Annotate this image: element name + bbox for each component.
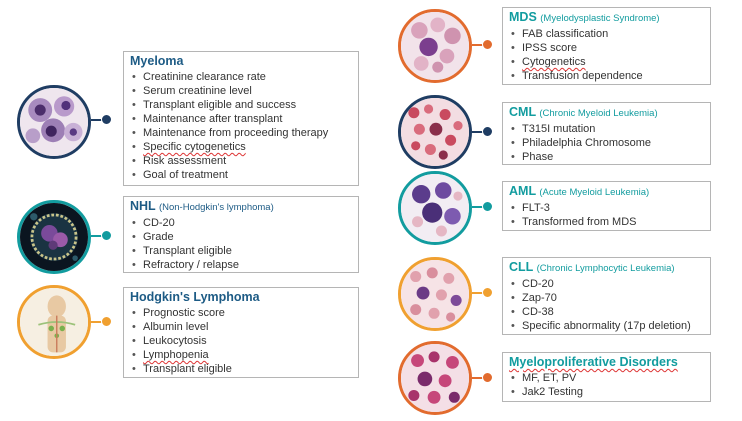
nhl-subtitle: (Non-Hodgkin's lymphoma) xyxy=(158,202,274,213)
nhl-title-text: NHL xyxy=(130,199,156,213)
nhl-title: NHL (Non-Hodgkin's lymphoma) xyxy=(130,199,352,215)
cll-box: CLL (Chronic Lymphocytic Leukemia) CD-20… xyxy=(502,257,711,335)
aml-title-text: AML xyxy=(509,184,536,198)
mpd-cell-image xyxy=(398,341,472,415)
nhl-node-dot xyxy=(101,230,112,241)
cml-subtitle: (Chronic Myeloid Leukemia) xyxy=(539,108,658,119)
myeloma-cell-image xyxy=(17,85,91,159)
list-item: Risk assessment xyxy=(130,154,352,168)
mpd-box: Myeloproliferative Disorders MF, ET, PV … xyxy=(502,352,711,402)
cml-node-dot xyxy=(482,126,493,137)
list-item: Creatinine clearance rate xyxy=(130,70,352,84)
mpd-connector xyxy=(472,377,490,379)
list-item: Maintenance after transplant xyxy=(130,112,352,126)
aml-title: AML (Acute Myeloid Leukemia) xyxy=(509,184,704,200)
list-item: Transplant eligible xyxy=(130,244,352,258)
mpd-title: Myeloproliferative Disorders xyxy=(509,355,678,369)
nhl-connector xyxy=(91,235,108,237)
list-item: Transplant eligible and success xyxy=(130,98,352,112)
hodgkins-title: Hodgkin's Lymphoma xyxy=(130,290,260,304)
list-item: Maintenance from proceeding therapy xyxy=(130,126,352,140)
hodgkins-list: Prognostic score Albumin level Leukocyto… xyxy=(130,306,352,376)
list-item: Zap-70 xyxy=(509,291,704,305)
mds-title: MDS (Myelodysplastic Syndrome) xyxy=(509,10,704,26)
list-item: FLT-3 xyxy=(509,201,704,215)
myeloma-connector xyxy=(91,119,108,121)
myeloma-list: Creatinine clearance rate Serum creatini… xyxy=(130,70,352,182)
aml-node-dot xyxy=(482,201,493,212)
aml-cell-image xyxy=(398,171,472,245)
list-item: Transfusion dependence xyxy=(509,69,704,83)
cml-connector xyxy=(472,131,490,133)
cll-subtitle: (Chronic Lymphocytic Leukemia) xyxy=(536,263,675,274)
cml-box: CML (Chronic Myeloid Leukemia) T315I mut… xyxy=(502,102,711,165)
hodgkins-anatomy-image xyxy=(17,285,91,359)
list-item: CD-20 xyxy=(509,277,704,291)
cll-list: CD-20 Zap-70 CD-38 Specific abnormality … xyxy=(509,277,704,333)
mds-title-text: MDS xyxy=(509,10,537,24)
myeloma-title: Myeloma xyxy=(130,54,184,68)
nhl-cell-image xyxy=(17,200,91,274)
list-item: Cytogenetics xyxy=(509,55,704,69)
hodgkins-node-dot xyxy=(101,316,112,327)
list-item: Transplant eligible xyxy=(130,362,352,376)
cml-title: CML (Chronic Myeloid Leukemia) xyxy=(509,105,704,121)
myeloma-box: Myeloma Creatinine clearance rate Serum … xyxy=(123,51,359,186)
mpd-node-dot xyxy=(482,372,493,383)
mds-list: FAB classification IPSS score Cytogeneti… xyxy=(509,27,704,83)
list-item: Specific cytogenetics xyxy=(130,140,352,154)
aml-subtitle: (Acute Myeloid Leukemia) xyxy=(539,187,650,198)
list-item: IPSS score xyxy=(509,41,704,55)
cll-title: CLL (Chronic Lymphocytic Leukemia) xyxy=(509,260,704,276)
list-item: Specific abnormality (17p deletion) xyxy=(509,319,704,333)
list-item: Jak2 Testing xyxy=(509,385,704,399)
mds-node-dot xyxy=(482,39,493,50)
mds-subtitle: (Myelodysplastic Syndrome) xyxy=(540,13,660,24)
cml-list: T315I mutation Philadelphia Chromosome P… xyxy=(509,122,704,164)
mds-cell-image xyxy=(398,9,472,83)
cml-title-text: CML xyxy=(509,105,536,119)
aml-connector xyxy=(472,206,490,208)
list-item: Albumin level xyxy=(130,320,352,334)
myeloma-node-dot xyxy=(101,114,112,125)
list-item: Refractory / relapse xyxy=(130,258,352,272)
list-item: CD-38 xyxy=(509,305,704,319)
list-item: Philadelphia Chromosome xyxy=(509,136,704,150)
list-item: CD-20 xyxy=(130,216,352,230)
list-item: Prognostic score xyxy=(130,306,352,320)
mpd-list: MF, ET, PV Jak2 Testing xyxy=(509,371,704,399)
list-item: FAB classification xyxy=(509,27,704,41)
cll-title-text: CLL xyxy=(509,260,534,274)
cll-cell-image xyxy=(398,257,472,331)
list-item: Leukocytosis xyxy=(130,334,352,348)
hodgkins-box: Hodgkin's Lymphoma Prognostic score Albu… xyxy=(123,287,359,378)
list-item: Goal of treatment xyxy=(130,168,352,182)
nhl-list: CD-20 Grade Transplant eligible Refracto… xyxy=(130,216,352,272)
cll-connector xyxy=(472,292,490,294)
list-item: MF, ET, PV xyxy=(509,371,704,385)
cll-node-dot xyxy=(482,287,493,298)
list-item: Transformed from MDS xyxy=(509,215,704,229)
mds-box: MDS (Myelodysplastic Syndrome) FAB class… xyxy=(502,7,711,85)
list-item: T315I mutation xyxy=(509,122,704,136)
cml-cell-image xyxy=(398,95,472,169)
hodgkins-connector xyxy=(91,321,108,323)
list-item: Grade xyxy=(130,230,352,244)
aml-list: FLT-3 Transformed from MDS xyxy=(509,201,704,229)
list-item: Phase xyxy=(509,150,704,164)
aml-box: AML (Acute Myeloid Leukemia) FLT-3 Trans… xyxy=(502,181,711,231)
list-item: Lymphopenia xyxy=(130,348,352,362)
list-item: Serum creatinine level xyxy=(130,84,352,98)
nhl-box: NHL (Non-Hodgkin's lymphoma) CD-20 Grade… xyxy=(123,196,359,273)
mds-connector xyxy=(472,44,490,46)
